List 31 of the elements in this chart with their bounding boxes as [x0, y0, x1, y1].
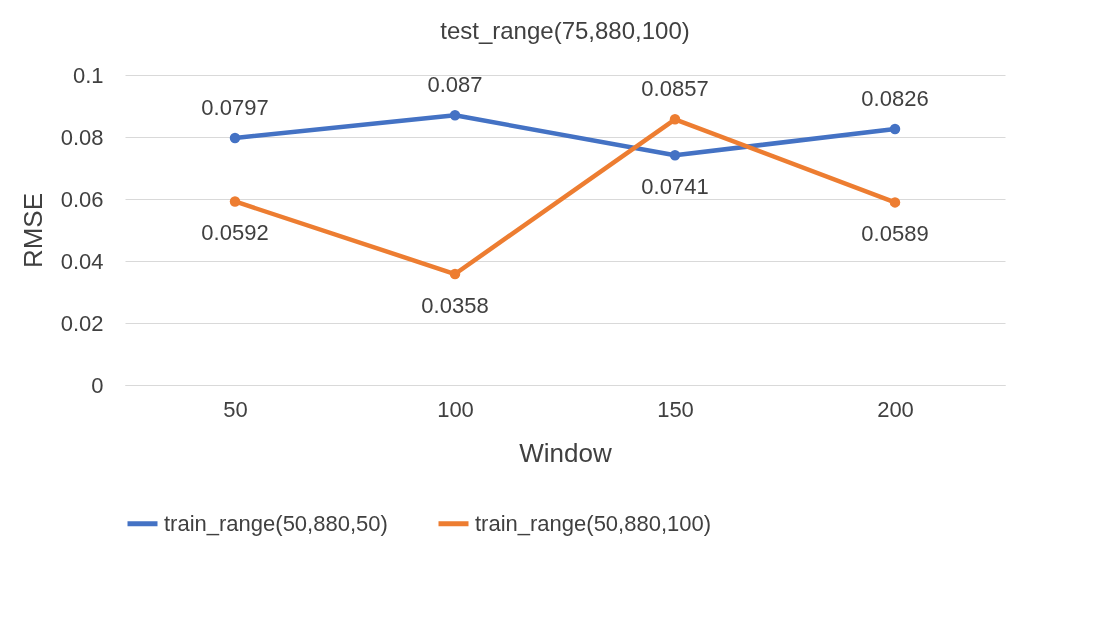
- data-label: 0.0826: [861, 85, 929, 111]
- point: [889, 197, 901, 208]
- y-tick-label: 0: [91, 372, 104, 398]
- x-tick-label: 200: [877, 396, 914, 422]
- point: [669, 114, 681, 125]
- x-tick-label: 100: [437, 396, 474, 422]
- point: [449, 268, 461, 280]
- data-label: 0.087: [427, 72, 483, 98]
- y-tick-label: 0.02: [60, 310, 104, 336]
- legend-label: train_range(50,880,100): [475, 510, 712, 536]
- y-tick-label: 0.08: [60, 124, 104, 150]
- y-tick-label: 0.1: [72, 62, 104, 88]
- data-label: 0.0358: [421, 293, 489, 319]
- y-tick-label: 0.06: [60, 186, 104, 212]
- point: [229, 132, 241, 144]
- y-axis-title: RMSE: [17, 192, 48, 269]
- x-axis-title: Window: [519, 437, 612, 468]
- data-label: 0.0741: [641, 174, 709, 200]
- point: [889, 123, 901, 135]
- point: [229, 196, 241, 207]
- data-label: 0.0857: [641, 76, 709, 102]
- chart-title: test_range(75,880,100): [440, 17, 690, 44]
- legend-label: train_range(50,880,50): [164, 510, 388, 536]
- data-label: 0.0589: [861, 221, 929, 247]
- x-tick-label: 50: [223, 396, 248, 422]
- data-label: 0.0797: [201, 94, 269, 120]
- data-label: 0.0592: [201, 220, 269, 246]
- point: [449, 110, 461, 121]
- x-tick-label: 150: [657, 396, 694, 422]
- y-tick-label: 0.04: [60, 248, 104, 274]
- point: [669, 150, 681, 161]
